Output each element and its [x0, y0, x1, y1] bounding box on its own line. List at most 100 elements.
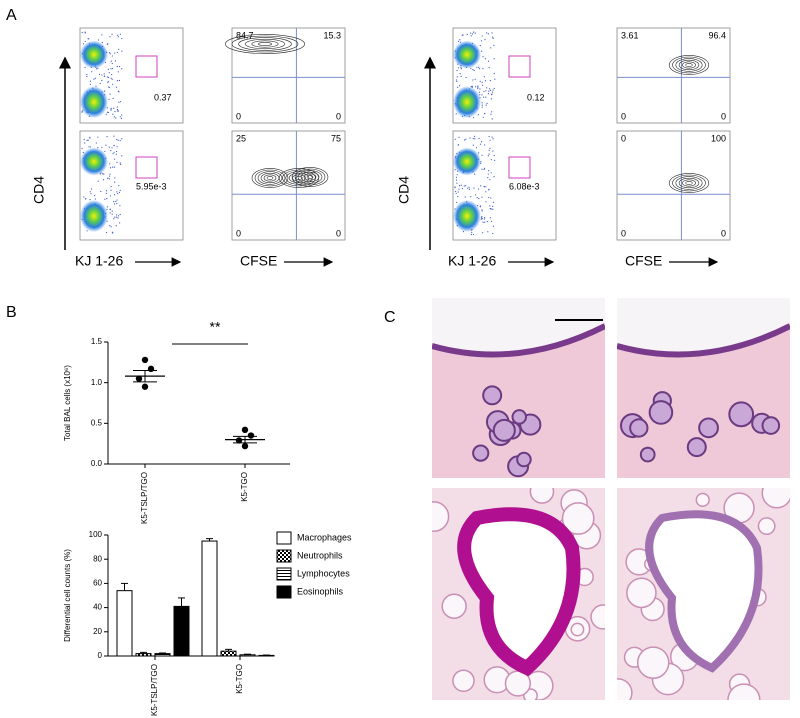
- event-dot: [492, 36, 494, 38]
- event-dot: [110, 109, 112, 111]
- event-dot: [481, 210, 483, 212]
- data-point: [241, 426, 249, 434]
- quadrant-value: 0: [621, 133, 626, 143]
- event-dot: [471, 85, 473, 87]
- quadrant-value: 15.3: [323, 30, 341, 40]
- event-dot: [100, 190, 102, 193]
- gate-value: 0.37: [154, 92, 172, 102]
- y-tick-label: 0: [98, 651, 103, 660]
- event-dot: [488, 88, 491, 90]
- event-dot: [459, 39, 461, 41]
- event-dot: [119, 101, 122, 103]
- error-bar: [244, 653, 251, 655]
- quadrant-value: 75: [331, 133, 341, 143]
- event-dot: [118, 191, 121, 194]
- contour: [251, 40, 279, 48]
- event-dot: [117, 90, 120, 92]
- event-dot: [487, 92, 490, 95]
- event-dot: [485, 186, 487, 188]
- event-dot: [114, 216, 116, 218]
- alveolus: [626, 577, 657, 609]
- x-tick-label: K5-TSLP/TGO: [140, 472, 149, 524]
- event-dot: [468, 186, 470, 188]
- alveolus: [757, 517, 776, 535]
- event-dot: [478, 152, 480, 154]
- population: [453, 86, 481, 119]
- event-dot: [486, 32, 488, 34]
- legend-label: Macrophages: [297, 532, 352, 542]
- event-dot: [103, 73, 105, 75]
- event-dot: [472, 69, 474, 71]
- event-dot: [107, 43, 109, 45]
- event-dot: [483, 218, 486, 220]
- event-dot: [116, 161, 118, 163]
- y-tick-label: 1.0: [91, 378, 103, 387]
- event-dot: [483, 186, 485, 188]
- event-dot: [108, 52, 111, 54]
- event-dot: [478, 137, 480, 140]
- event-dot: [479, 45, 481, 47]
- event-dot: [465, 76, 467, 79]
- event-dot: [482, 232, 484, 234]
- gate: [508, 55, 531, 78]
- event-dot: [460, 184, 462, 186]
- event-dot: [118, 79, 121, 82]
- quadrant-value: 0: [721, 111, 726, 121]
- event-dot: [457, 144, 459, 146]
- event-dot: [488, 66, 490, 69]
- event-dot: [490, 98, 493, 100]
- event-dot: [480, 218, 482, 220]
- event-dot: [116, 106, 118, 108]
- error-bar: [159, 652, 166, 654]
- event-dot: [469, 137, 471, 139]
- event-dot: [106, 111, 109, 113]
- event-dot: [117, 217, 119, 219]
- follicle: [728, 401, 755, 428]
- contour: [685, 63, 693, 67]
- event-dot: [479, 143, 482, 145]
- epidermis: [432, 323, 605, 358]
- follicle: [516, 451, 532, 468]
- gate-value: 0.12: [527, 92, 545, 102]
- event-dot: [487, 189, 490, 191]
- event-dot: [105, 192, 107, 194]
- event-dot: [117, 139, 119, 141]
- event-dot: [97, 39, 100, 41]
- event-dot: [86, 230, 88, 232]
- histology-image: [617, 488, 790, 700]
- event-dot: [481, 218, 484, 220]
- event-dot: [492, 37, 494, 39]
- contour: [672, 56, 706, 74]
- event-dot: [471, 33, 474, 35]
- event-dot: [478, 68, 481, 70]
- event-dot: [485, 96, 487, 98]
- event-dot: [485, 104, 487, 106]
- event-dot: [481, 106, 483, 108]
- event-dot: [483, 167, 486, 169]
- contour: [300, 171, 320, 183]
- event-dot: [456, 182, 458, 184]
- airway: [457, 507, 581, 677]
- alveolus: [529, 488, 555, 504]
- event-dot: [116, 80, 119, 82]
- event-dot: [84, 40, 86, 43]
- population: [80, 40, 108, 69]
- contour: [244, 38, 286, 50]
- event-dot: [110, 185, 112, 188]
- event-dot: [120, 117, 123, 120]
- event-dot: [478, 91, 481, 93]
- y-tick-label: 100: [89, 530, 103, 539]
- contour: [678, 59, 700, 71]
- contour: [668, 55, 710, 75]
- alveolus: [561, 502, 595, 535]
- airway: [645, 510, 763, 673]
- event-dot: [84, 142, 86, 144]
- event-dot: [104, 150, 106, 152]
- follicle: [472, 444, 490, 462]
- event-dot: [456, 80, 458, 82]
- event-dot: [109, 53, 111, 55]
- event-dot: [494, 159, 496, 161]
- event-dot: [473, 69, 475, 72]
- y-tick-label: 60: [93, 579, 102, 588]
